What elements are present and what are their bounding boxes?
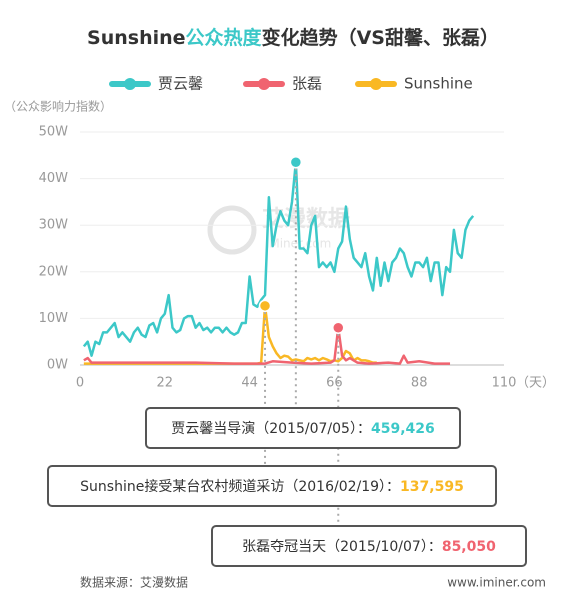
annotation-value: 137,595 [400,479,464,495]
website: www.iminer.com [447,576,546,590]
y-tick-label: 40W [39,171,69,186]
annotation-box [211,525,527,567]
legend-swatch [258,78,270,90]
series-line [82,161,475,357]
title-part: 公众热度 [186,26,263,49]
x-tick-label: 44 [241,376,258,391]
legend-label: 张磊 [292,75,322,93]
source: 数据来源：艾漫数据 [80,575,188,590]
y-tick-label: 10W [39,311,69,326]
x-tick-label: 0 [76,376,84,391]
annotation-text: 贾云馨当导演（2015/07/05）： [171,421,371,437]
annotation-value: 85,050 [442,539,496,555]
legend-swatch [124,78,136,90]
highlight-point [332,321,345,334]
annotation-box [145,407,461,449]
x-axis-unit: （天） [516,376,555,391]
annotation-box [47,465,497,507]
title-part: Sunshine [87,27,186,49]
annotation: Sunshine接受某台农村频道采访（2016/02/19）：137,595 [80,478,464,495]
highlight-point [258,299,272,313]
series-line [83,326,451,365]
legend-label: Sunshine [404,75,473,93]
annotation-text: Sunshine接受某台农村频道采访（2016/02/19）： [80,478,400,495]
y-tick-label: 30W [39,218,69,233]
chart-title: Sunshine公众热度变化趋势（VS甜馨、张磊） [87,26,499,49]
x-tick-label: 66 [326,376,343,391]
title-part: 变化趋势（VS甜馨、张磊） [262,26,499,49]
y-tick-label: 50W [39,125,69,140]
x-tick-label: 110 [492,376,517,391]
annotation-text: 张磊夺冠当天（2015/10/07）： [242,539,442,555]
x-tick-label: 22 [157,376,174,391]
watermark-logo [207,205,257,255]
annotation: 张磊夺冠当天（2015/10/07）：85,050 [242,539,496,555]
highlight-point [289,156,303,169]
y-tick-label: 20W [39,264,69,279]
annotation: 贾云馨当导演（2015/07/05）：459,426 [171,421,434,437]
legend-label: 贾云馨 [158,75,203,93]
y-axis-label: （公众影响力指数） [4,99,112,114]
x-tick-label: 88 [411,376,428,391]
y-tick-label: 0W [47,358,68,373]
annotation-value: 459,426 [371,421,435,437]
legend-swatch [370,78,382,90]
